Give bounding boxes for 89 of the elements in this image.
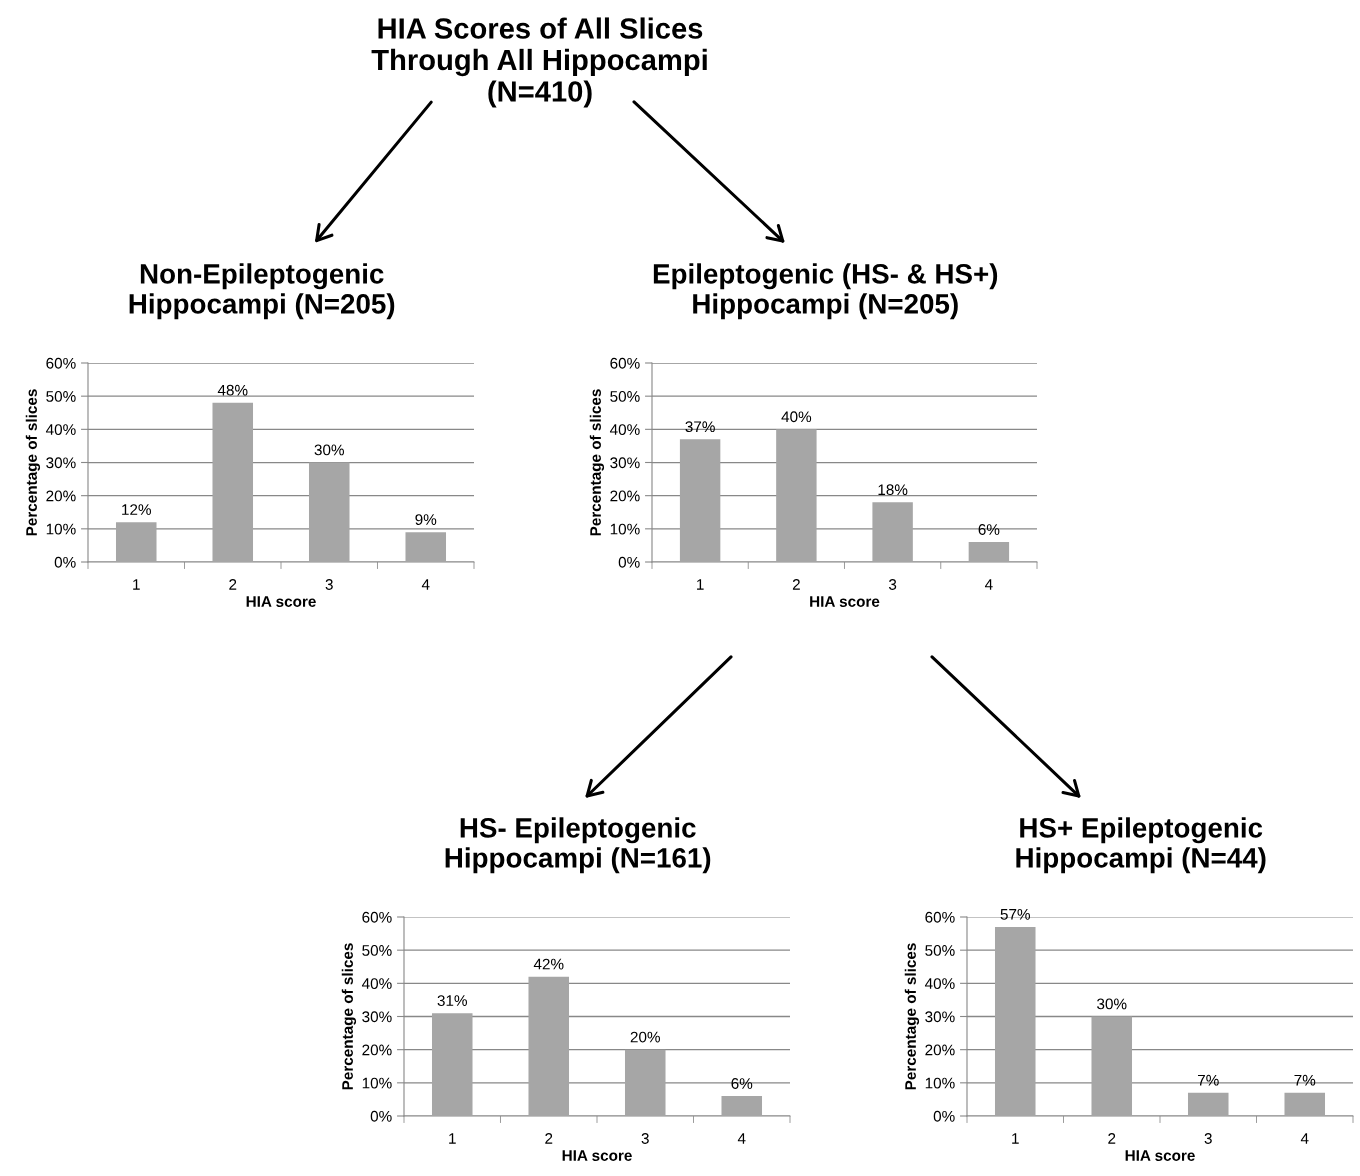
data-label: 37% [685, 421, 715, 433]
data-label: 7% [1197, 1074, 1219, 1086]
x-tick-label: 2 [545, 1133, 553, 1144]
x-tick-label: 4 [737, 1133, 746, 1144]
x-tick-label: 3 [325, 579, 333, 590]
x-tick-label: 1 [449, 1133, 456, 1144]
y-axis-title: Percentage of slices [589, 389, 605, 536]
data-label: 6% [978, 524, 1000, 535]
y-tick-label: 0% [370, 1110, 392, 1122]
bar [212, 402, 254, 562]
x-axis-title: HIA score [246, 596, 316, 607]
y-tick-label: 30% [610, 457, 640, 469]
y-tick-label: 50% [925, 945, 955, 956]
x-tick-label: 4 [984, 579, 993, 590]
data-label: 31% [437, 995, 467, 1006]
y-tick-label: 30% [362, 1011, 392, 1023]
x-tick-label: 1 [1012, 1133, 1019, 1144]
x-axis-title: HIA score [810, 596, 880, 607]
y-tick-label: 60% [925, 911, 955, 923]
data-label: 42% [533, 958, 564, 970]
data-label: 7% [1294, 1074, 1316, 1086]
y-tick-label: 20% [610, 490, 640, 502]
bar [1091, 1016, 1133, 1116]
x-tick-label: 3 [888, 579, 897, 590]
y-tick-label: 40% [609, 424, 640, 436]
y-tick-label: 50% [46, 391, 76, 402]
bar [115, 522, 157, 562]
bar [308, 462, 350, 562]
x-tick-label: 4 [421, 579, 430, 590]
chart-title: Epileptogenic (HS- & HS+) Hippocampi (N=205) [653, 263, 998, 320]
data-label: 6% [731, 1078, 753, 1089]
chart-title: HS- Epileptogenic Hippocampi (N=161) [445, 817, 711, 874]
data-label: 18% [878, 484, 908, 496]
bar [624, 1049, 666, 1116]
y-tick-label: 30% [925, 1011, 955, 1023]
y-tick-label: 60% [46, 357, 76, 369]
y-tick-label: 40% [361, 978, 392, 990]
y-tick-label: 40% [924, 978, 955, 990]
data-label: 30% [314, 444, 344, 456]
y-axis-title: Percentage of slices [904, 943, 920, 1090]
chart-title: Non-Epileptogenic Hippocampi (N=205) [129, 263, 395, 320]
text: HIA Scores of All Slices Through All Hippocampi (N=410) [371, 17, 707, 108]
x-tick-label: 3 [1204, 1133, 1212, 1144]
data-label: 20% [630, 1031, 660, 1043]
y-axis-title: Percentage of slices [25, 389, 41, 536]
y-tick-label: 50% [610, 391, 640, 402]
y-axis-title: Percentage of slices [341, 943, 357, 1090]
bar [994, 926, 1036, 1116]
bar [968, 542, 1010, 562]
y-tick-label: 50% [362, 945, 392, 956]
y-tick-label: 10% [362, 1077, 392, 1089]
data-label: 12% [122, 504, 151, 515]
y-tick-label: 10% [46, 523, 76, 535]
y-tick-label: 0% [54, 556, 76, 568]
x-tick-label: 2 [1108, 1133, 1116, 1144]
bar [679, 439, 721, 562]
y-tick-label: 10% [610, 523, 640, 535]
bar [872, 502, 913, 562]
y-tick-label: 30% [46, 457, 76, 469]
x-axis-title: HIA score [1125, 1150, 1195, 1161]
data-label: 57% [1000, 909, 1030, 920]
x-axis-title: HIA score [562, 1150, 632, 1161]
y-tick-label: 40% [45, 424, 76, 436]
bar [721, 1096, 763, 1116]
chart-title: HS+ Epileptogenic Hippocampi (N=44) [1016, 817, 1266, 874]
y-tick-label: 20% [925, 1044, 955, 1056]
bar [776, 429, 817, 562]
y-tick-label: 20% [46, 490, 76, 502]
data-label: 40% [781, 411, 812, 423]
y-tick-label: 10% [925, 1077, 955, 1089]
data-label: 48% [217, 384, 248, 396]
bar [1187, 1092, 1229, 1116]
bar [528, 976, 570, 1116]
x-tick-label: 1 [697, 579, 704, 590]
x-tick-label: 4 [1300, 1133, 1309, 1144]
x-tick-label: 2 [229, 579, 237, 590]
y-tick-label: 60% [610, 357, 640, 369]
bar [405, 532, 447, 562]
x-tick-label: 1 [133, 579, 140, 590]
bar [1284, 1092, 1326, 1116]
x-tick-label: 2 [792, 579, 800, 590]
y-tick-label: 0% [933, 1110, 955, 1122]
y-tick-label: 60% [362, 911, 392, 923]
data-label: 30% [1097, 998, 1127, 1010]
y-tick-label: 20% [362, 1044, 392, 1056]
data-label: 9% [415, 514, 437, 525]
bar [431, 1013, 473, 1116]
x-tick-label: 3 [641, 1133, 649, 1144]
y-tick-label: 0% [618, 556, 640, 568]
